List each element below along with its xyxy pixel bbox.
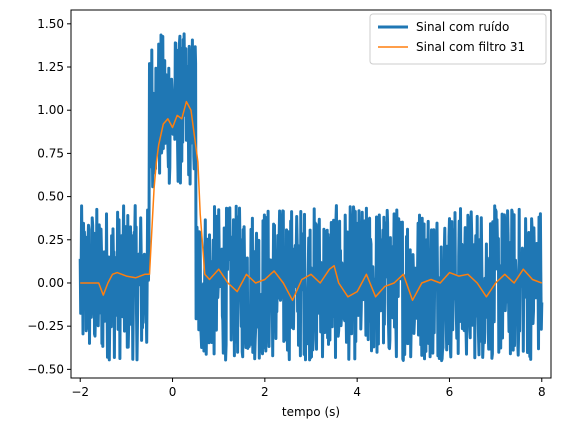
x-tick-label: 6 <box>446 385 454 399</box>
y-tick-label: 0.75 <box>37 146 64 160</box>
x-tick-label: −2 <box>71 385 89 399</box>
y-tick-label: 1.25 <box>37 60 64 74</box>
y-tick-label: 0.50 <box>37 190 64 204</box>
x-tick-label: 4 <box>353 385 361 399</box>
y-tick-label: 1.00 <box>37 103 64 117</box>
y-axis: −0.50 −0.25 0.00 0.25 0.50 0.75 1.00 1.25 1.50 <box>27 17 71 377</box>
legend-label-filtered: Sinal com filtro 31 <box>416 40 525 54</box>
x-tick-label: 2 <box>261 385 269 399</box>
noisy-signal-layer <box>80 34 542 361</box>
y-tick-label: 1.50 <box>37 17 64 31</box>
x-axis: −2 0 2 4 6 8 <box>71 378 545 399</box>
noisy-signal-line <box>80 34 542 361</box>
legend: Sinal com ruído Sinal com filtro 31 <box>370 14 546 64</box>
y-tick-label: 0.00 <box>37 276 64 290</box>
y-tick-label: −0.50 <box>27 362 64 376</box>
x-tick-label: 0 <box>169 385 177 399</box>
x-axis-label: tempo (s) <box>282 405 340 419</box>
legend-label-noisy: Sinal com ruído <box>416 20 509 34</box>
x-tick-label: 8 <box>538 385 546 399</box>
y-tick-label: 0.25 <box>37 233 64 247</box>
y-tick-label: −0.25 <box>27 319 64 333</box>
